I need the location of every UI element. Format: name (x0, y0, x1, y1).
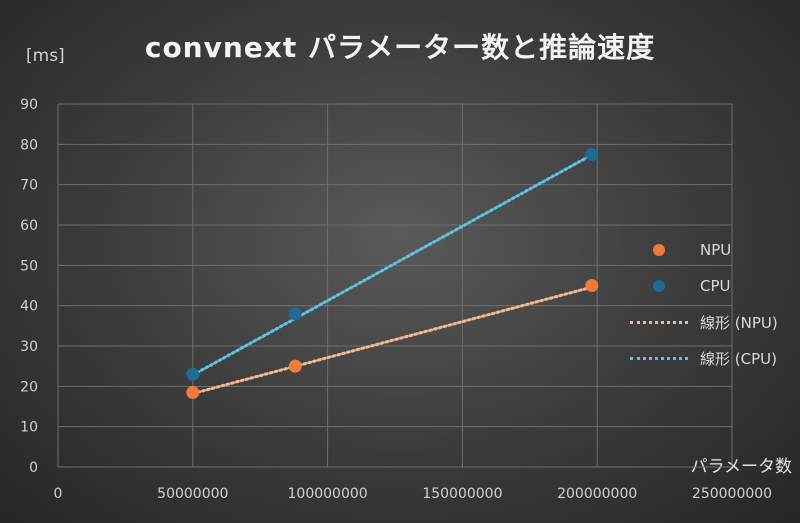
chart-title: convnext パラメーター数と推論速度 (144, 31, 656, 64)
legend-label-trend-cpu: 線形 (CPU) (700, 349, 777, 368)
y-tick-label-80: 80 (20, 137, 38, 153)
trendline-cpu (191, 153, 594, 377)
point-cpu-0 (186, 367, 200, 381)
y-tick-label-30: 30 (20, 339, 38, 355)
legend-marker-cpu (630, 279, 694, 293)
legend-item-cpu: CPU (630, 268, 778, 304)
x-tick-label-150000000: 150000000 (422, 486, 502, 502)
legend-label-cpu: CPU (700, 277, 731, 295)
legend-label-npu: NPU (700, 241, 732, 259)
y-tick-label-20: 20 (20, 379, 38, 395)
x-tick-label-100000000: 100000000 (288, 486, 368, 502)
point-npu-1 (288, 359, 302, 373)
legend-label-trend-npu: 線形 (NPU) (700, 313, 778, 332)
x-tick-label-50000000: 50000000 (157, 486, 228, 502)
y-tick-label-50: 50 (20, 258, 38, 274)
legend: NPU CPU 線形 (NPU) 線形 (CPU) (630, 232, 778, 376)
point-npu-0 (186, 385, 200, 399)
y-axis-label: [ms] (26, 46, 65, 66)
x-axis-label: パラメータ数 (690, 457, 793, 477)
x-tick-label-250000000: 250000000 (692, 486, 772, 502)
trendline-npu (191, 285, 594, 396)
y-tick-label-90: 90 (20, 97, 38, 113)
x-tick-label-200000000: 200000000 (557, 486, 637, 502)
y-tick-label-70: 70 (20, 178, 38, 194)
y-tick-label-60: 60 (20, 218, 38, 234)
point-npu-2 (585, 279, 599, 292)
legend-item-trend-npu: 線形 (NPU) (630, 304, 778, 340)
x-tick-label-0: 0 (54, 486, 63, 502)
legend-item-trend-cpu: 線形 (CPU) (630, 340, 778, 376)
legend-line-trend-cpu (630, 351, 694, 365)
point-cpu-1 (288, 307, 302, 321)
legend-line-trend-npu (630, 315, 694, 329)
y-tick-label-40: 40 (20, 299, 38, 315)
y-tick-label-0: 0 (29, 460, 38, 476)
y-tick-label-10: 10 (20, 420, 38, 436)
point-cpu-2 (585, 147, 599, 161)
legend-item-npu: NPU (630, 232, 778, 268)
legend-marker-npu (630, 243, 694, 257)
